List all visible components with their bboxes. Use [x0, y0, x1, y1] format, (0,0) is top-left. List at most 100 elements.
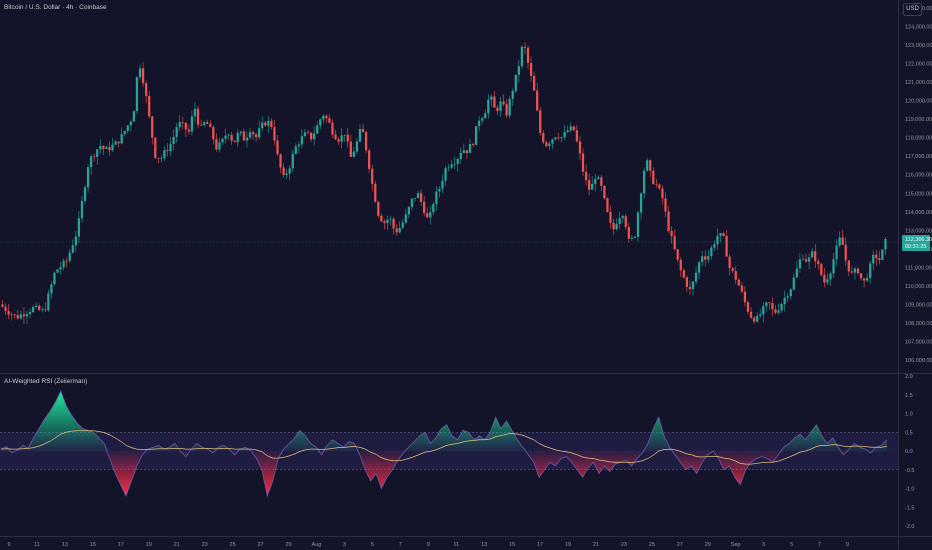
candle [636, 210, 640, 242]
candle [245, 131, 249, 148]
candle-body [138, 68, 142, 78]
candle-body [358, 129, 362, 142]
candle [731, 267, 734, 274]
candle-body [99, 145, 102, 150]
candle [102, 144, 105, 156]
candle [679, 257, 682, 277]
candle-body [215, 139, 218, 150]
price-tick-label: 109,000.00 [905, 302, 932, 308]
candle [316, 121, 319, 134]
candle-body [774, 309, 777, 313]
candle [398, 221, 401, 234]
candle [832, 252, 835, 279]
candle [426, 207, 429, 219]
candle-body [664, 198, 667, 212]
candle [618, 211, 621, 230]
candle-body [331, 122, 334, 135]
candle-body [44, 309, 47, 311]
candle-body [438, 188, 441, 192]
candle [474, 125, 478, 146]
candle [50, 281, 53, 300]
candle-body [56, 269, 59, 273]
candle [633, 235, 637, 240]
candle-body [96, 149, 99, 157]
candle [267, 116, 270, 134]
candle-body [578, 141, 582, 154]
candle-body [129, 121, 132, 126]
time-tick-label: 5 [371, 542, 374, 548]
osc-tick-label: 0.5 [905, 430, 913, 436]
candle [285, 169, 288, 180]
candle-body [545, 142, 548, 147]
candle-body [752, 317, 756, 322]
candle [105, 145, 108, 150]
candle [496, 105, 499, 115]
candle [123, 130, 126, 137]
candle-body [196, 108, 200, 125]
candle [529, 56, 533, 82]
candle [465, 150, 469, 159]
time-tick-label: 5 [790, 542, 793, 548]
candle [392, 216, 395, 235]
candle [707, 249, 710, 263]
candle-body [337, 139, 340, 142]
candle [53, 271, 56, 286]
candle [279, 153, 282, 174]
candle [371, 164, 374, 192]
candle [306, 129, 310, 135]
candle-body [462, 150, 465, 153]
candle [423, 195, 426, 217]
candle [627, 222, 630, 243]
candle [801, 254, 805, 261]
candle [175, 123, 178, 143]
osc-tick-label: 2.0 [905, 374, 913, 380]
candle [606, 197, 609, 213]
candle [814, 244, 817, 268]
candle [725, 229, 728, 257]
candle-body [383, 221, 386, 224]
price-tick-label: 116,000.00 [905, 173, 932, 179]
candle [322, 113, 325, 124]
candle-body [206, 122, 209, 124]
time-tick-label: 17 [537, 542, 543, 548]
candle-body [380, 215, 383, 222]
candle-body [126, 125, 129, 131]
candle-body [713, 244, 716, 248]
candle-body [297, 144, 301, 147]
candle-body [441, 180, 444, 189]
candle-body [242, 131, 246, 141]
time-tick-label: 15 [90, 542, 96, 548]
candle [811, 248, 814, 258]
candle [542, 130, 545, 145]
candle [587, 173, 591, 196]
symbol-title[interactable]: Bitcoin / U.S. Dollar · 4h · Coinbase [4, 4, 107, 11]
candle-body [719, 233, 722, 236]
candle [337, 136, 340, 146]
time-tick-label: 17 [118, 542, 124, 548]
candle [881, 249, 884, 261]
candle [254, 132, 258, 143]
candle-body [728, 256, 731, 268]
candle-body [511, 90, 514, 100]
candle [233, 140, 236, 143]
candle-body [591, 183, 594, 190]
candle-body [667, 211, 670, 231]
candle-body [71, 245, 74, 253]
candle [273, 119, 276, 146]
candle [35, 302, 38, 309]
candle-body [682, 270, 685, 278]
time-tick-label: Aug [312, 542, 322, 548]
candle [786, 293, 789, 302]
indicator-title[interactable]: AI-Weighted RSI (Zeiierman) [4, 378, 88, 385]
candle [144, 80, 148, 104]
candle-body [609, 211, 612, 223]
time-tick-label: 3 [762, 542, 765, 548]
candle [38, 303, 41, 312]
candle [688, 280, 692, 295]
candle [569, 122, 572, 133]
candle-body [93, 156, 96, 158]
currency-label[interactable]: USD [903, 3, 922, 16]
candle [719, 232, 722, 243]
